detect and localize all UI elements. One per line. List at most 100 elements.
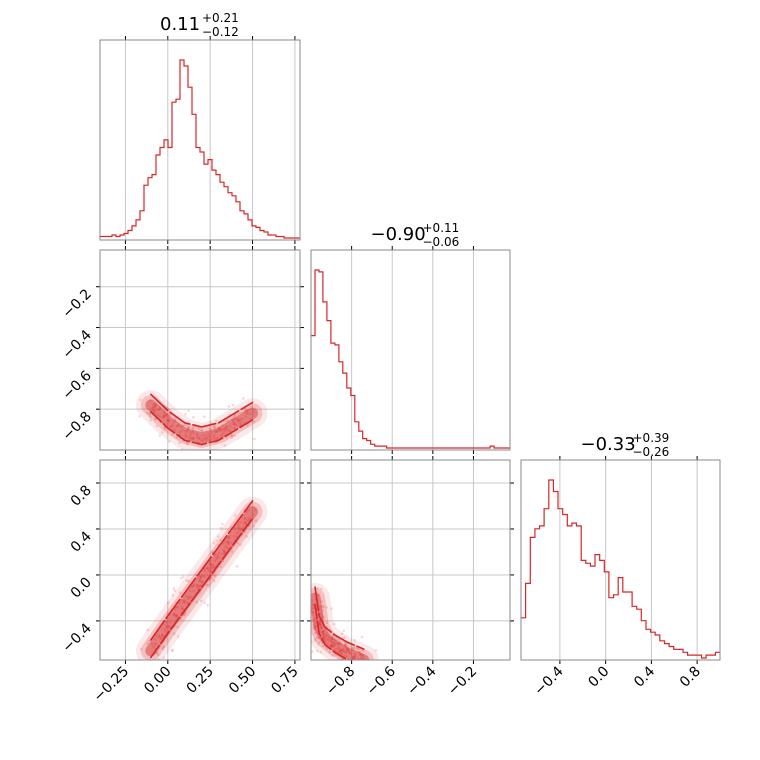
- sample-point: [163, 628, 167, 631]
- sample-point: [239, 527, 243, 531]
- sample-point: [237, 523, 240, 527]
- sample-point: [318, 622, 322, 626]
- sample-point: [155, 634, 158, 638]
- sample-point: [336, 642, 340, 645]
- sample-point: [212, 573, 215, 576]
- sample-point: [227, 536, 231, 540]
- sample-point: [167, 601, 170, 604]
- sample-point: [154, 418, 157, 421]
- y-tick-label-1: −0.4: [59, 327, 94, 362]
- sample-point: [351, 655, 355, 659]
- sample-point: [229, 418, 233, 421]
- sample-point: [233, 415, 237, 419]
- sample-point: [246, 518, 250, 521]
- sample-point: [165, 620, 168, 624]
- sample-point: [187, 425, 191, 429]
- sample-point: [335, 641, 339, 645]
- sample-point: [192, 429, 195, 433]
- sample-point: [244, 521, 248, 524]
- sample-point: [330, 640, 334, 644]
- panel-2-1: [307, 456, 514, 671]
- sample-point: [334, 639, 337, 642]
- histogram-2: [520, 479, 720, 659]
- sample-point: [225, 540, 229, 543]
- sample-point: [242, 397, 245, 400]
- sample-point: [151, 403, 155, 406]
- sample-point: [238, 521, 242, 524]
- sample-point: [201, 439, 205, 443]
- sample-point: [338, 651, 341, 654]
- sample-point: [312, 618, 316, 621]
- sample-point: [338, 648, 342, 651]
- sample-point: [332, 622, 336, 626]
- sample-point: [312, 606, 316, 609]
- sample-point: [322, 632, 325, 636]
- contour-line: [150, 393, 254, 428]
- sample-point: [359, 652, 363, 656]
- sample-point: [224, 427, 227, 430]
- sample-point: [345, 647, 349, 650]
- sample-point: [200, 429, 204, 433]
- sample-point: [226, 540, 230, 544]
- sample-point: [249, 406, 253, 409]
- sample-point: [178, 591, 182, 594]
- sample-point: [167, 420, 171, 423]
- sample-point: [187, 579, 190, 583]
- sample-point: [184, 611, 187, 614]
- sample-point: [156, 651, 159, 654]
- sample-point: [175, 436, 178, 439]
- sample-point: [198, 584, 201, 588]
- sample-point: [319, 626, 323, 630]
- sample-point: [217, 427, 221, 431]
- sample-point: [211, 564, 215, 567]
- y-tick-label-2: −0.4: [59, 620, 94, 655]
- sample-point: [172, 420, 176, 423]
- sample-point: [360, 656, 363, 660]
- x-tick-label-1: −0.8: [323, 664, 358, 699]
- panel-content: [311, 582, 379, 671]
- sample-point: [311, 620, 314, 623]
- sample-point: [235, 531, 238, 535]
- sample-point: [330, 636, 333, 640]
- sample-point: [327, 635, 331, 639]
- sample-point: [196, 435, 199, 439]
- sample-point: [322, 632, 326, 636]
- sample-point: [212, 433, 216, 437]
- sample-point: [332, 642, 336, 645]
- sample-point: [361, 663, 364, 666]
- sample-point: [162, 410, 166, 414]
- sample-point: [211, 566, 214, 570]
- x-tick-label-2: 0.0: [585, 664, 612, 691]
- sample-point: [361, 660, 364, 663]
- sample-point: [222, 542, 225, 545]
- sample-point: [244, 409, 247, 413]
- sample-point: [241, 411, 245, 415]
- sample-point: [206, 603, 209, 607]
- sample-point: [343, 636, 347, 639]
- sample-point: [231, 418, 235, 422]
- sample-point: [321, 630, 325, 633]
- sample-point: [163, 413, 166, 417]
- sample-point: [329, 638, 333, 642]
- sample-point: [205, 567, 209, 570]
- sample-point: [184, 412, 187, 416]
- sample-point: [199, 576, 203, 579]
- sample-point: [174, 614, 178, 618]
- x-tick-label-0: 0.75: [268, 664, 301, 697]
- sample-point: [318, 621, 322, 625]
- sample-point: [173, 419, 177, 422]
- sample-point: [236, 418, 240, 422]
- x-tick-label-2: 0.8: [677, 664, 704, 691]
- sample-point: [334, 643, 338, 646]
- sample-point: [361, 668, 364, 671]
- sample-point: [171, 423, 174, 426]
- sample-point: [321, 604, 325, 608]
- sample-point: [209, 563, 212, 567]
- sample-point: [347, 648, 350, 652]
- sample-point: [234, 423, 237, 426]
- sample-point: [355, 666, 358, 669]
- sample-point: [188, 436, 191, 439]
- sample-point: [358, 650, 362, 654]
- sample-point: [162, 416, 166, 419]
- sample-point: [218, 538, 222, 541]
